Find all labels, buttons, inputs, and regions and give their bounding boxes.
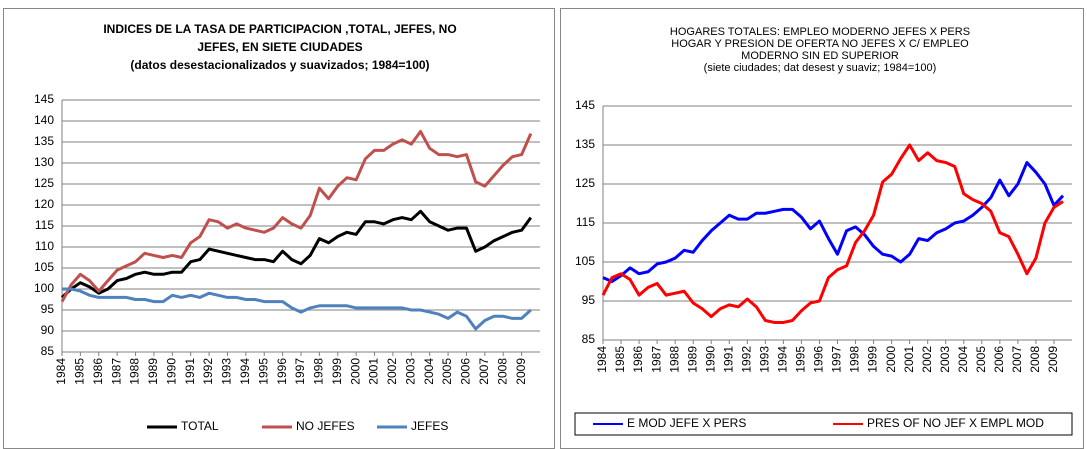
x-tick-label: 2000 [884, 346, 898, 373]
x-tick-label: 1997 [293, 358, 307, 385]
x-tick-label: 2005 [440, 358, 454, 385]
x-tick-label: 1987 [649, 346, 663, 373]
x-tick-label: 1986 [91, 358, 105, 385]
x-tick-label: 2005 [974, 346, 988, 373]
y-tick-label: 110 [35, 239, 54, 253]
series-line [601, 143, 1064, 324]
x-tick-label: 2006 [459, 358, 473, 385]
y-tick-label: 120 [34, 197, 54, 211]
x-tick-label: 1990 [164, 358, 178, 385]
chart-title: (datos desestacionalizados y suavizados;… [130, 58, 429, 72]
y-tick-label: 115 [35, 218, 54, 232]
series-line [602, 161, 1065, 283]
chart-title: JEFES, EN SIETE CIUDADES [197, 40, 362, 54]
x-tick-label: 1992 [739, 346, 753, 373]
y-tick-label: 135 [34, 134, 54, 148]
x-tick-label: 1995 [794, 346, 808, 373]
x-tick-label: 1984 [595, 346, 609, 373]
x-tick-label: 2009 [1046, 346, 1060, 373]
x-tick-label: 1984 [54, 358, 68, 385]
x-tick-label: 1990 [703, 346, 717, 373]
x-tick-label: 2009 [514, 358, 528, 385]
y-tick-label: 140 [34, 113, 54, 127]
x-tick-label: 1989 [146, 358, 160, 385]
chart-title: (siete ciudades; dat desest y suaviz; 19… [704, 62, 937, 74]
y-tick-label: 125 [575, 176, 595, 190]
chart-title: HOGARES TOTALES: EMPLEO MODERNO JEFES X … [670, 26, 970, 38]
x-tick-label: 1999 [866, 346, 880, 373]
y-tick-label: 105 [34, 260, 54, 274]
x-tick-label: 1987 [109, 358, 123, 385]
x-tick-label: 2008 [495, 358, 509, 385]
x-tick-label: 2007 [477, 358, 491, 385]
x-tick-label: 1998 [848, 346, 862, 373]
chart-title: INDICES DE LA TASA DE PARTICIPACION ,TOT… [103, 22, 456, 36]
legend-label: E MOD JEFE X PERS [627, 416, 746, 430]
x-tick-label: 2007 [1010, 346, 1024, 373]
y-tick-label: 85 [582, 332, 596, 346]
y-tick-label: 95 [582, 293, 596, 307]
y-tick-label: 135 [575, 137, 595, 151]
x-tick-label: 2002 [920, 346, 934, 373]
y-tick-label: 95 [41, 302, 55, 316]
x-tick-label: 1986 [631, 346, 645, 373]
x-tick-label: 2004 [956, 346, 970, 373]
x-tick-label: 1994 [238, 358, 252, 385]
y-tick-label: 115 [576, 215, 595, 229]
series-line [60, 130, 533, 303]
y-tick-label: 105 [575, 254, 595, 268]
legend-label: PRES OF NO JEF X EMPL MOD [867, 416, 1044, 430]
x-tick-label: 1997 [830, 346, 844, 373]
y-tick-label: 85 [41, 344, 55, 358]
x-tick-label: 2004 [422, 358, 436, 385]
chart-title: MODERNO SIN ED SUPERIOR [741, 50, 899, 62]
x-tick-label: 1995 [256, 358, 270, 385]
chart-title: HOGAR Y PRESION DE OFERTA NO JEFES X C/ … [671, 38, 969, 50]
legend-label: TOTAL [181, 419, 219, 433]
series-line [60, 209, 533, 299]
x-tick-label: 1985 [73, 358, 87, 385]
x-tick-label: 2001 [367, 358, 381, 385]
y-tick-label: 125 [34, 176, 54, 190]
y-tick-label: 145 [34, 92, 54, 106]
x-tick-label: 1998 [312, 358, 326, 385]
y-tick-label: 100 [34, 281, 54, 295]
x-tick-label: 1988 [128, 358, 142, 385]
x-tick-label: 1999 [330, 358, 344, 385]
x-tick-label: 1989 [685, 346, 699, 373]
x-tick-label: 1993 [758, 346, 772, 373]
legend-label: JEFES [411, 419, 448, 433]
x-tick-label: 2003 [403, 358, 417, 385]
x-tick-label: 1988 [667, 346, 681, 373]
x-tick-label: 2008 [1028, 346, 1042, 373]
x-tick-label: 1996 [812, 346, 826, 373]
legend-label: NO JEFES [296, 419, 355, 433]
x-tick-label: 2006 [992, 346, 1006, 373]
y-tick-label: 90 [41, 323, 55, 337]
x-tick-label: 2000 [348, 358, 362, 385]
x-tick-label: 1992 [201, 358, 215, 385]
y-tick-label: 145 [575, 98, 595, 112]
legend-box [574, 412, 1073, 436]
x-tick-label: 2002 [385, 358, 399, 385]
x-tick-label: 2001 [902, 346, 916, 373]
x-tick-label: 1996 [275, 358, 289, 385]
y-tick-label: 130 [34, 155, 54, 169]
x-tick-label: 1985 [613, 346, 627, 373]
x-tick-label: 1993 [220, 358, 234, 385]
x-tick-label: 1991 [183, 358, 197, 385]
series-line [62, 287, 532, 331]
x-tick-label: 1994 [776, 346, 790, 373]
x-tick-label: 2003 [938, 346, 952, 373]
x-tick-label: 1991 [721, 346, 735, 373]
